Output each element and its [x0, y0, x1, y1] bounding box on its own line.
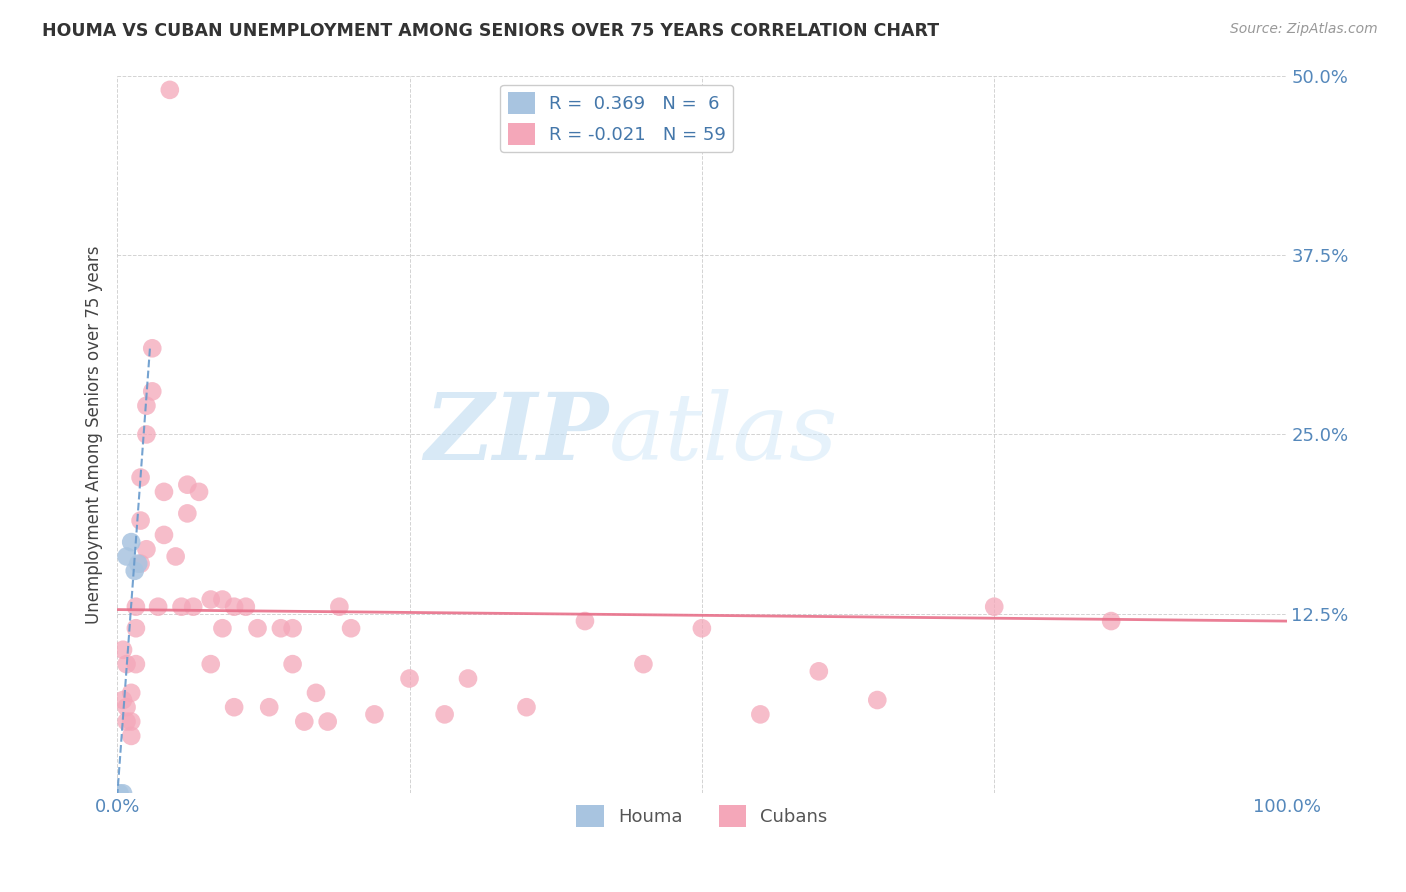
Text: HOUMA VS CUBAN UNEMPLOYMENT AMONG SENIORS OVER 75 YEARS CORRELATION CHART: HOUMA VS CUBAN UNEMPLOYMENT AMONG SENIOR…: [42, 22, 939, 40]
Point: [983, 599, 1005, 614]
Point: [125, 657, 148, 672]
Point: [129, 470, 152, 484]
Point: [200, 592, 222, 607]
Point: [515, 700, 537, 714]
Point: [211, 592, 233, 607]
Point: [141, 384, 163, 399]
Point: [120, 714, 142, 729]
Point: [235, 599, 257, 614]
Point: [125, 621, 148, 635]
Point: [224, 700, 246, 714]
Point: [281, 621, 304, 635]
Point: [246, 621, 269, 635]
Point: [120, 729, 142, 743]
Y-axis label: Unemployment Among Seniors over 75 years: Unemployment Among Seniors over 75 years: [86, 245, 103, 624]
Point: [115, 549, 138, 564]
Point: [153, 528, 176, 542]
Point: [115, 700, 138, 714]
Point: [176, 477, 198, 491]
Point: [112, 693, 135, 707]
Point: [108, 786, 131, 800]
Point: [129, 514, 152, 528]
Point: [316, 714, 339, 729]
Point: [281, 657, 304, 672]
Point: [633, 657, 655, 672]
Point: [112, 786, 135, 800]
Point: [181, 599, 204, 614]
Point: [120, 535, 142, 549]
Point: [135, 399, 157, 413]
Point: [749, 707, 772, 722]
Legend: Houma, Cubans: Houma, Cubans: [569, 798, 835, 835]
Point: [328, 599, 350, 614]
Point: [165, 549, 187, 564]
Point: [574, 614, 596, 628]
Text: atlas: atlas: [609, 390, 838, 479]
Point: [135, 427, 157, 442]
Point: [257, 700, 280, 714]
Point: [125, 599, 148, 614]
Point: [270, 621, 292, 635]
Point: [115, 657, 138, 672]
Point: [170, 599, 193, 614]
Point: [690, 621, 713, 635]
Point: [135, 542, 157, 557]
Point: [200, 657, 222, 672]
Point: [211, 621, 233, 635]
Text: Source: ZipAtlas.com: Source: ZipAtlas.com: [1230, 22, 1378, 37]
Point: [112, 642, 135, 657]
Point: [141, 341, 163, 355]
Point: [224, 599, 246, 614]
Point: [176, 507, 198, 521]
Point: [153, 484, 176, 499]
Point: [866, 693, 889, 707]
Point: [188, 484, 211, 499]
Point: [1099, 614, 1122, 628]
Point: [146, 599, 169, 614]
Point: [115, 714, 138, 729]
Point: [120, 686, 142, 700]
Point: [807, 665, 830, 679]
Point: [340, 621, 363, 635]
Point: [363, 707, 385, 722]
Point: [127, 557, 149, 571]
Text: ZIP: ZIP: [425, 390, 609, 479]
Point: [159, 83, 181, 97]
Point: [292, 714, 315, 729]
Point: [305, 686, 328, 700]
Point: [398, 672, 420, 686]
Point: [433, 707, 456, 722]
Point: [457, 672, 479, 686]
Point: [124, 564, 146, 578]
Point: [129, 557, 152, 571]
